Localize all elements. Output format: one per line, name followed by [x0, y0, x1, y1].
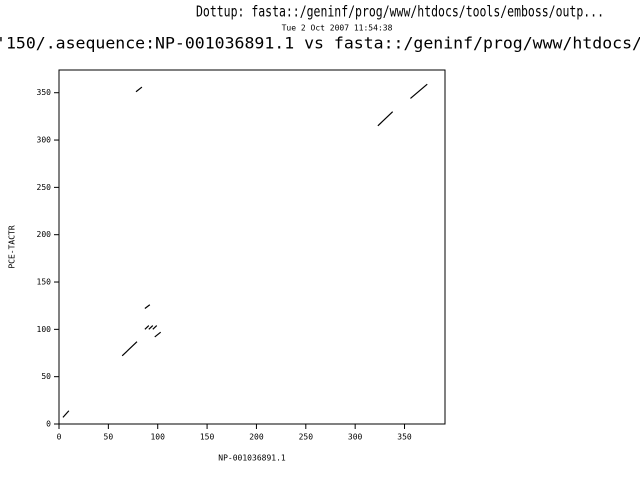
- y-tick-label: 150: [37, 278, 52, 287]
- chart-title: Dottup: fasta::/geninf/prog/www/htdocs/t…: [196, 3, 604, 21]
- match-segment: [152, 325, 158, 330]
- x-tick-label: 150: [200, 433, 215, 442]
- match-segment: [135, 86, 143, 93]
- y-tick-label: 100: [37, 325, 52, 334]
- x-tick-label: 100: [150, 433, 165, 442]
- x-tick-label: 200: [249, 433, 264, 442]
- y-tick-label: 200: [37, 230, 52, 239]
- match-segment: [144, 325, 150, 330]
- match-segment: [148, 325, 154, 330]
- y-tick-label: 0: [46, 420, 51, 429]
- x-tick-label: 250: [299, 433, 314, 442]
- match-segment: [377, 111, 394, 127]
- x-tick-label: 350: [397, 433, 412, 442]
- match-segment: [121, 341, 138, 357]
- x-tick-label: 300: [348, 433, 363, 442]
- match-segment: [144, 304, 151, 310]
- y-tick-label: 300: [37, 136, 52, 145]
- plot-frame: [58, 69, 446, 425]
- y-tick-label: 350: [37, 88, 52, 97]
- y-tick-label: 50: [41, 372, 51, 381]
- x-tick-label: 0: [57, 433, 62, 442]
- match-segment: [410, 83, 428, 99]
- chart-date: Tue 2 Oct 2007 11:54:38: [282, 24, 393, 33]
- match-segment: [62, 410, 70, 418]
- y-axis-label: PCE-TACTR: [8, 225, 17, 269]
- chart-subtitle: '150/.asequence:NP-001036891.1 vs fasta:…: [0, 34, 640, 53]
- match-segment: [154, 331, 162, 338]
- x-axis-label: NP-001036891.1: [218, 454, 286, 463]
- y-tick-label: 250: [37, 183, 52, 192]
- x-tick-label: 50: [104, 433, 114, 442]
